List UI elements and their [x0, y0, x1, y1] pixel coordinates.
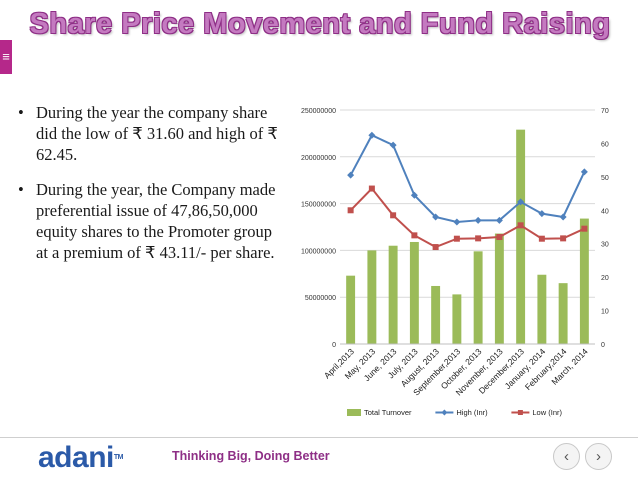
turnover-bar	[537, 274, 547, 344]
high-price-point	[410, 191, 418, 199]
high-price-point	[432, 213, 440, 221]
turnover-bar	[431, 285, 441, 344]
y-left-tick-label: 50000000	[305, 295, 336, 302]
next-slide-button[interactable]: ›	[585, 443, 612, 470]
legend-label: Total Turnover	[364, 408, 412, 417]
bullet-dot-icon: •	[18, 103, 24, 122]
turnover-bar	[409, 241, 419, 344]
high-price-point	[538, 210, 546, 218]
low-price-point	[411, 232, 418, 239]
footer-divider	[0, 437, 638, 438]
high-price-line	[349, 133, 586, 223]
previous-slide-button[interactable]: ‹	[553, 443, 580, 470]
high-price-point	[474, 216, 482, 224]
low-price-point	[368, 185, 375, 192]
high-price-point	[517, 198, 525, 206]
bullet-text: During the year, the Company made prefer…	[36, 180, 276, 262]
turnover-bar	[452, 294, 462, 344]
turnover-bar	[579, 218, 589, 344]
low-price-point	[581, 225, 588, 232]
adani-logo: adaniTM	[38, 441, 123, 475]
high-price-point	[368, 131, 376, 139]
y-left-tick-label: 250000000	[301, 108, 336, 115]
y-right-tick-label: 50	[601, 175, 609, 182]
y-left-tick-label: 100000000	[301, 248, 336, 255]
menu-icon[interactable]: ≡	[0, 40, 12, 74]
bullet-list: • During the year the company share did …	[18, 102, 283, 277]
y-left-tick-label: 0	[332, 342, 336, 349]
slide-title: Share Price Movement and Fund Raising	[29, 8, 611, 40]
y-right-tick-label: 0	[601, 342, 605, 349]
logo-text: adani	[38, 441, 114, 474]
turnover-bar	[494, 233, 504, 344]
low-price-point	[347, 207, 354, 214]
turnover-bar	[516, 129, 526, 344]
low-price-point	[432, 244, 439, 251]
low-price-point	[453, 235, 460, 242]
y-right-tick-label: 60	[601, 141, 609, 148]
turnover-bar	[473, 251, 483, 344]
high-price-point	[495, 216, 503, 224]
low-price-point	[517, 222, 524, 229]
turnover-bar	[367, 250, 377, 344]
high-price-point	[580, 168, 588, 176]
low-price-line	[349, 187, 585, 249]
y-right-tick-label: 40	[601, 208, 609, 215]
low-price-point	[560, 235, 567, 242]
high-price-point	[559, 213, 567, 221]
logo-tm: TM	[113, 454, 124, 461]
legend-marker-high	[441, 409, 448, 416]
turnover-bar	[388, 245, 398, 344]
low-price-point	[475, 235, 482, 242]
y-right-tick-label: 10	[601, 309, 609, 316]
y-right-tick-label: 70	[601, 108, 609, 115]
share-price-chart: 0 50000000 100000000 150000000 200000000 2500…	[301, 108, 609, 417]
low-price-point	[538, 235, 545, 242]
y-left-tick-label: 200000000	[301, 155, 336, 162]
legend-marker-low	[517, 410, 523, 415]
high-price-point	[453, 218, 461, 226]
bullet-dot-icon: •	[18, 180, 24, 199]
bullet-text: During the year the company share did th…	[36, 103, 278, 164]
low-price-point	[496, 234, 503, 241]
legend-swatch-turnover	[347, 409, 361, 416]
tagline: Thinking Big, Doing Better	[172, 449, 330, 463]
high-price-point	[389, 141, 397, 149]
bullet-item: • During the year, the Company made pref…	[18, 179, 283, 263]
turnover-bar	[346, 275, 356, 344]
y-left-tick-label: 150000000	[301, 202, 336, 209]
legend-label: Low (Inr)	[532, 408, 562, 417]
y-right-tick-label: 30	[601, 242, 609, 249]
turnover-bar	[558, 283, 568, 344]
low-price-point	[390, 212, 397, 219]
legend-label: High (Inr)	[456, 408, 488, 417]
y-right-tick-label: 20	[601, 275, 609, 282]
bullet-item: • During the year the company share did …	[18, 102, 283, 165]
high-price-point	[347, 171, 355, 179]
